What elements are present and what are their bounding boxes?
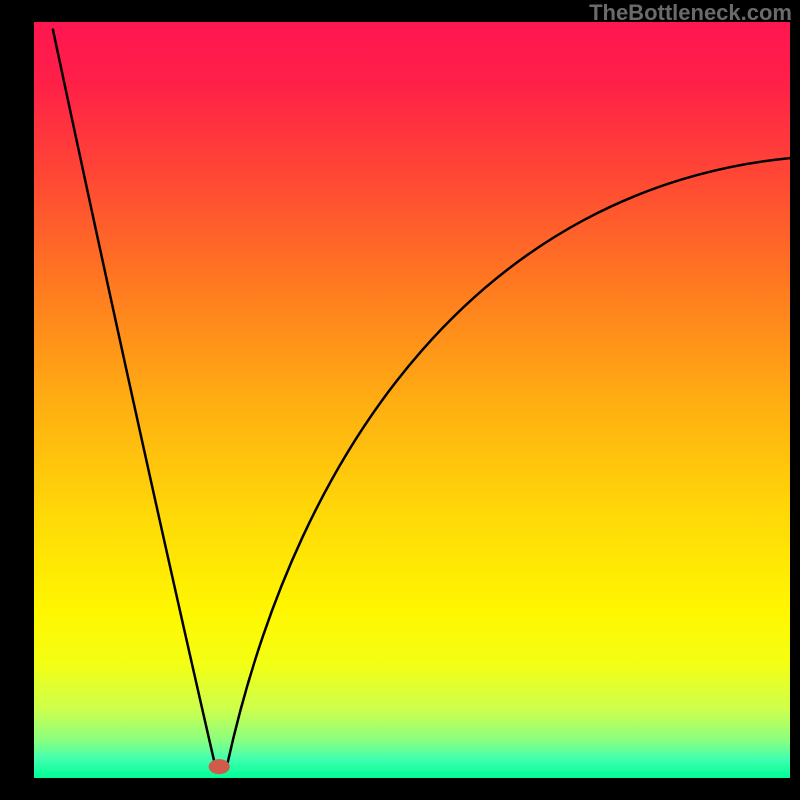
watermark-text: TheBottleneck.com bbox=[589, 0, 792, 26]
bottleneck-curve bbox=[53, 30, 790, 767]
optimal-point-marker bbox=[209, 759, 230, 774]
curve-svg bbox=[34, 22, 790, 778]
plot-area bbox=[34, 22, 790, 778]
